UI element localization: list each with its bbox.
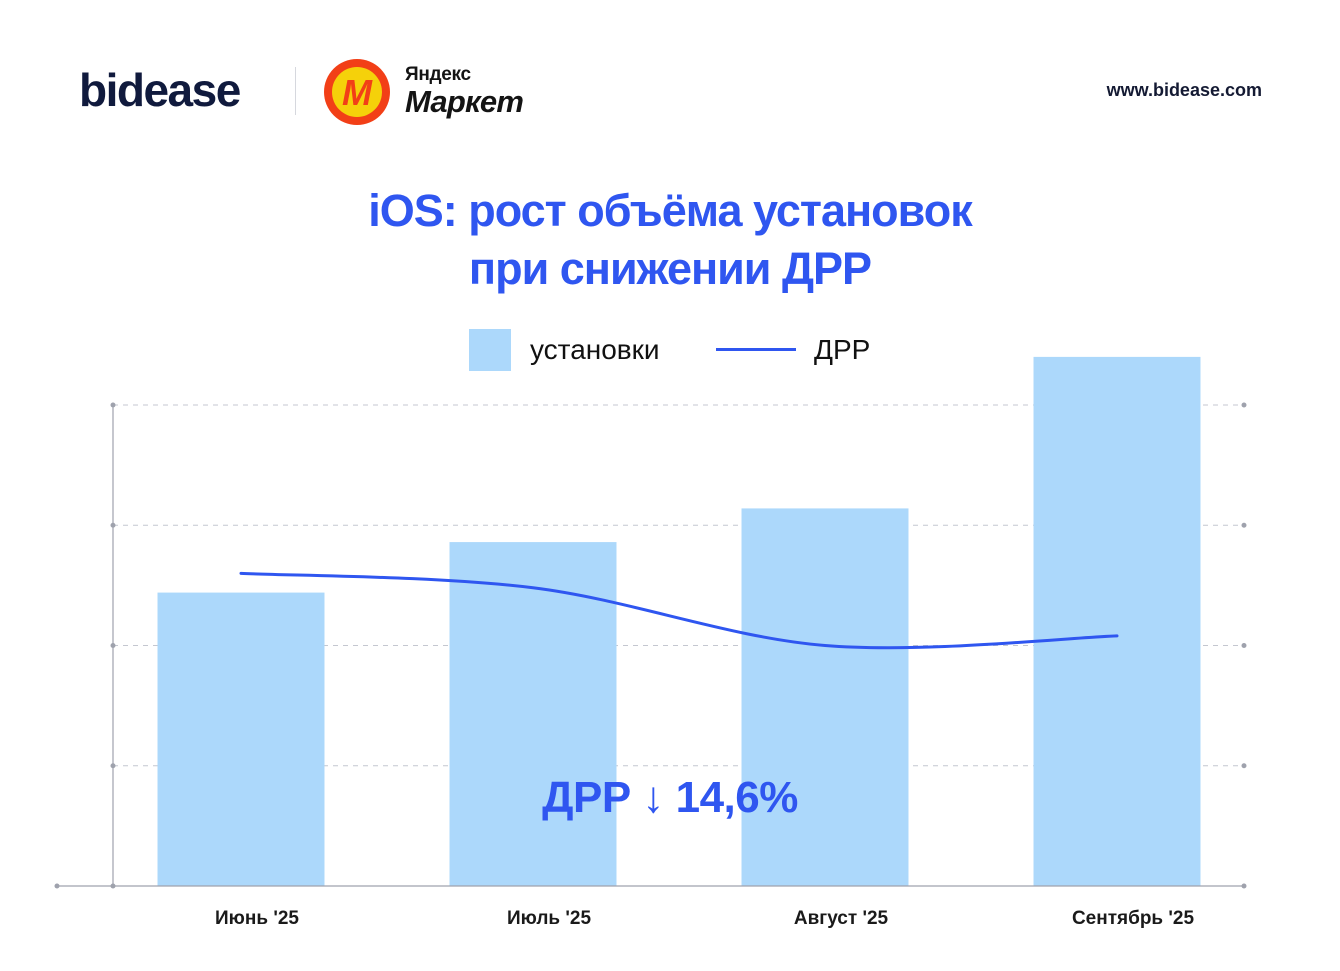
y-tick-dot	[1241, 402, 1247, 408]
logo-divider	[295, 67, 296, 115]
y-tick-dot	[1241, 763, 1247, 769]
site-url: www.bidease.com	[1106, 80, 1262, 100]
drr-annotation: ДРР ↓ 14,6%	[542, 773, 798, 822]
yandex-market-logo-letter: М	[342, 72, 373, 113]
x-axis-end-dot	[54, 883, 60, 889]
legend-line-drr	[716, 348, 796, 351]
x-tick-label: Сентябрь '25	[1072, 908, 1195, 929]
bar-installs	[1033, 356, 1201, 886]
chart-title-line-1: iOS: рост объёма установок	[368, 185, 972, 236]
yandex-wordmark: Яндекс	[405, 64, 471, 85]
legend-swatch-installs	[469, 329, 511, 371]
y-tick-dot	[1241, 522, 1247, 528]
bar-installs	[449, 542, 617, 886]
bar-installs	[157, 592, 325, 886]
chart-title: iOS: рост объёма установок при снижении …	[0, 182, 1340, 298]
bar-installs	[741, 508, 909, 886]
header: bidease М Яндекс Маркет www.bidease.com	[0, 0, 1340, 150]
x-tick-label: Август '25	[794, 908, 889, 929]
x-tick-label: Июль '25	[507, 908, 592, 929]
legend-label-installs: установки	[530, 334, 660, 365]
y-tick-dot	[1241, 643, 1247, 648]
chart-title-line-2: при снижении ДРР	[468, 243, 872, 294]
axis-layer	[54, 405, 1244, 889]
yandex-market-logo-icon: М	[324, 59, 390, 125]
x-tick-layer: Июнь '25 Июль '25 Август '25 Сентябрь '25	[215, 908, 1194, 929]
legend-label-drr: ДРР	[814, 334, 871, 365]
drr-line	[239, 571, 1119, 650]
bar-layer	[157, 356, 1201, 886]
line-layer	[239, 571, 1119, 650]
yandex-market-wordmark: Яндекс Маркет	[405, 64, 524, 119]
x-tick-label: Июнь '25	[215, 908, 299, 929]
bidease-logo: bidease	[79, 64, 241, 116]
market-wordmark: Маркет	[405, 84, 524, 119]
chart-legend: установки ДРР	[0, 326, 1340, 372]
